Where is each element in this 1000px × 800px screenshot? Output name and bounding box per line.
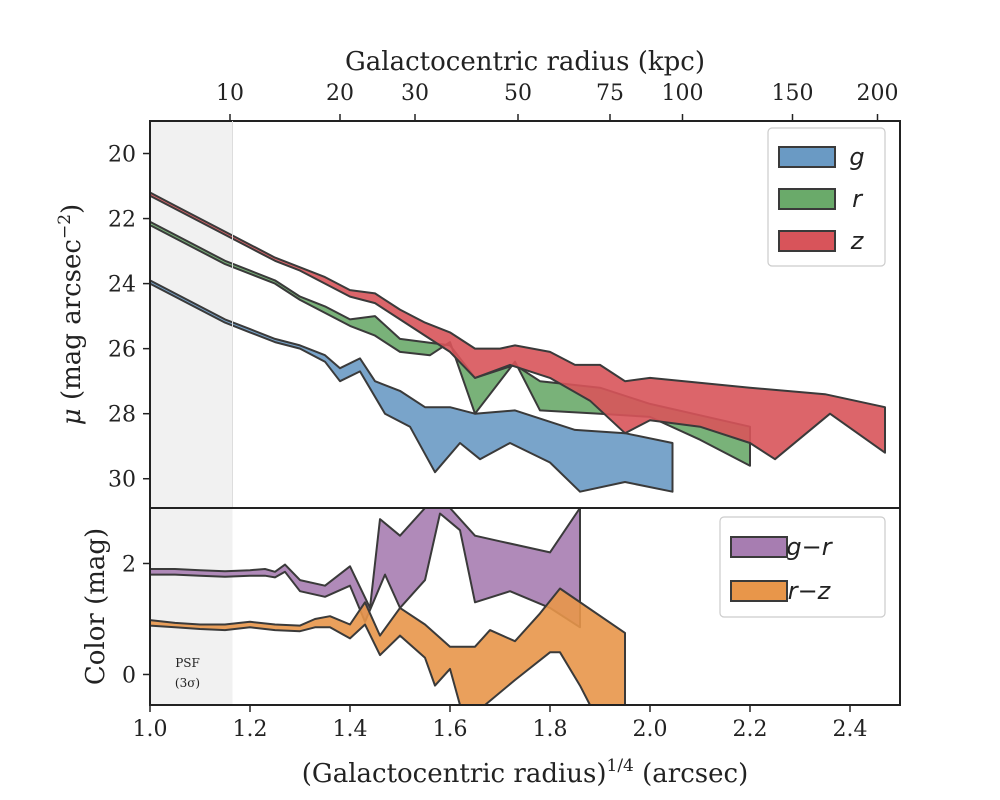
y-axis-title: μ (mag arcsec−2) bbox=[55, 204, 87, 425]
psf-annotation-sigma: (3σ) bbox=[175, 676, 200, 690]
top-x-tick-label: 50 bbox=[504, 81, 532, 106]
color-y-tick-label: 2 bbox=[122, 552, 136, 577]
band-r−z bbox=[150, 587, 626, 705]
legend-swatch bbox=[778, 188, 836, 210]
color-bands bbox=[150, 508, 626, 705]
x-tick-label: 1.4 bbox=[333, 717, 368, 742]
top-x-tick-label: 100 bbox=[662, 81, 704, 106]
y-axis-ticks: 20 22 24 26 28 30 bbox=[108, 143, 150, 493]
x-tick-label: 1.0 bbox=[133, 717, 168, 742]
legend-swatch bbox=[730, 580, 788, 602]
x-tick-label: 2.0 bbox=[633, 717, 668, 742]
top-x-tick-label: 20 bbox=[326, 81, 354, 106]
top-x-tick-label: 10 bbox=[216, 81, 244, 106]
y-tick-label: 26 bbox=[108, 338, 136, 363]
x-tick-label: 2.4 bbox=[833, 717, 868, 742]
x-tick-label: 1.2 bbox=[233, 717, 268, 742]
top-x-axis-title: Galactocentric radius (kpc) bbox=[345, 47, 705, 77]
band-z bbox=[150, 191, 886, 461]
color-frame bbox=[149, 507, 901, 706]
top-x-tick-label: 150 bbox=[772, 81, 814, 106]
surface-brightness-bands bbox=[150, 191, 886, 493]
x-axis-title: (Galactocentric radius)1/4 (arcsec) bbox=[302, 756, 748, 789]
y-tick-label: 20 bbox=[108, 143, 136, 168]
x-tick-label: 2.2 bbox=[733, 717, 768, 742]
legend-label: r−z bbox=[788, 577, 832, 605]
x-axis-ticks: 1.0 1.2 1.4 1.6 1.8 2.0 2.2 2.4 bbox=[133, 705, 868, 742]
color-y-tick-label: 0 bbox=[122, 663, 136, 688]
y-tick-label: 30 bbox=[108, 468, 136, 493]
legend-swatch bbox=[778, 230, 836, 252]
top-x-tick-label: 30 bbox=[401, 81, 429, 106]
psf-shaded-region bbox=[150, 508, 233, 705]
band-g bbox=[150, 279, 674, 493]
legend-label: z bbox=[850, 227, 865, 255]
y-tick-label: 28 bbox=[108, 403, 136, 428]
psf-shaded-region bbox=[150, 121, 233, 508]
color-legend: g−r r−z bbox=[719, 516, 886, 618]
top-x-axis-ticks: 10 20 30 50 75 100 150 200 bbox=[216, 81, 899, 121]
legend-label: g bbox=[849, 143, 864, 171]
surface-brightness-legend: grz bbox=[767, 127, 886, 267]
x-tick-label: 1.8 bbox=[533, 717, 568, 742]
y-tick-label: 24 bbox=[108, 273, 136, 298]
color-y-axis-title: Color (mag) bbox=[81, 528, 111, 685]
legend-swatch bbox=[778, 146, 836, 168]
legend-swatch bbox=[730, 536, 788, 558]
top-x-tick-label: 200 bbox=[857, 81, 899, 106]
color-panel: 02 1.0 1.2 1.4 1.6 1.8 2.0 2.2 2.4 g−rr−z PSF (… bbox=[81, 507, 901, 789]
legend-label: r bbox=[852, 185, 864, 213]
color-y-axis-ticks: 02 bbox=[122, 552, 150, 688]
legend-label: g−r bbox=[786, 533, 833, 561]
top-x-tick-label: 75 bbox=[596, 81, 624, 106]
x-tick-label: 1.6 bbox=[433, 717, 468, 742]
psf-annotation: PSF bbox=[175, 656, 200, 670]
y-tick-label: 22 bbox=[108, 208, 136, 233]
